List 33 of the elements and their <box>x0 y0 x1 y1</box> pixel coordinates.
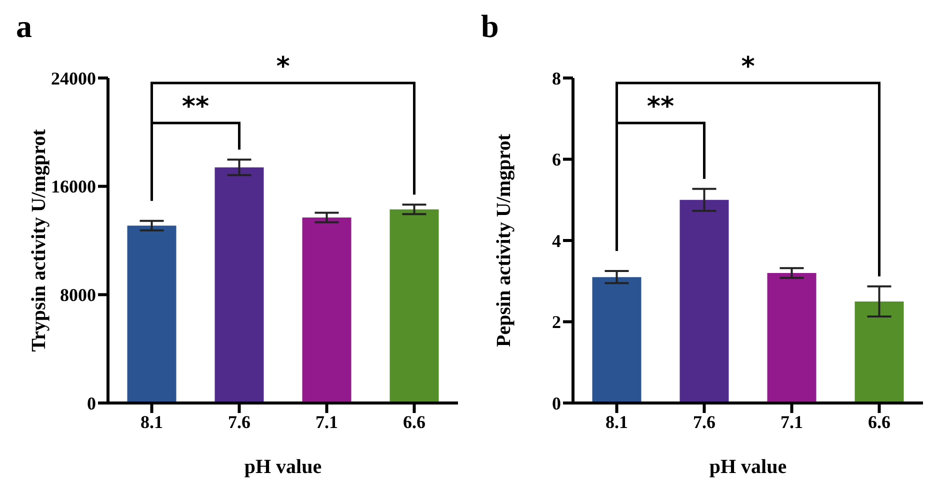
y-tick-label: 8000 <box>60 285 96 306</box>
x-tick-label: 8.1 <box>606 412 628 432</box>
bar <box>127 226 176 403</box>
annotation: * <box>741 52 756 82</box>
x-tick-label: 7.1 <box>780 412 803 432</box>
annotation: * <box>276 52 290 82</box>
chart-title: a <box>16 8 32 45</box>
x-tick-label: 7.1 <box>316 412 338 432</box>
y-tick-label: 0 <box>552 393 561 414</box>
y-tick-label: 8 <box>552 68 561 88</box>
bar <box>854 301 904 403</box>
x-tick-label: 8.1 <box>140 412 163 432</box>
bar <box>592 277 642 403</box>
y-axis-title: Pepsin activity U/mgprot <box>493 134 516 347</box>
y-tick-label: 4 <box>552 230 561 251</box>
chart-title: b <box>481 8 499 45</box>
y-axis-title: Trypsin activity U/mgprot <box>28 128 50 352</box>
x-tick-label: 7.6 <box>693 412 716 432</box>
bar <box>390 209 439 403</box>
x-axis-title: pH value <box>244 456 322 478</box>
annotation: ** <box>646 92 674 122</box>
annotation: ** <box>182 92 210 122</box>
y-tick-label: 2 <box>552 312 561 332</box>
x-axis-title: pH value <box>709 456 787 478</box>
x-tick-label: 6.6 <box>868 412 890 432</box>
x-tick-label: 7.6 <box>228 412 250 432</box>
x-tick-label: 6.6 <box>403 412 426 432</box>
bar <box>302 217 352 403</box>
bar <box>767 273 816 403</box>
y-tick-label: 0 <box>87 393 96 414</box>
y-tick-label: 24000 <box>51 68 96 88</box>
y-tick-label: 16000 <box>51 176 96 197</box>
y-tick-label: 6 <box>552 150 561 170</box>
